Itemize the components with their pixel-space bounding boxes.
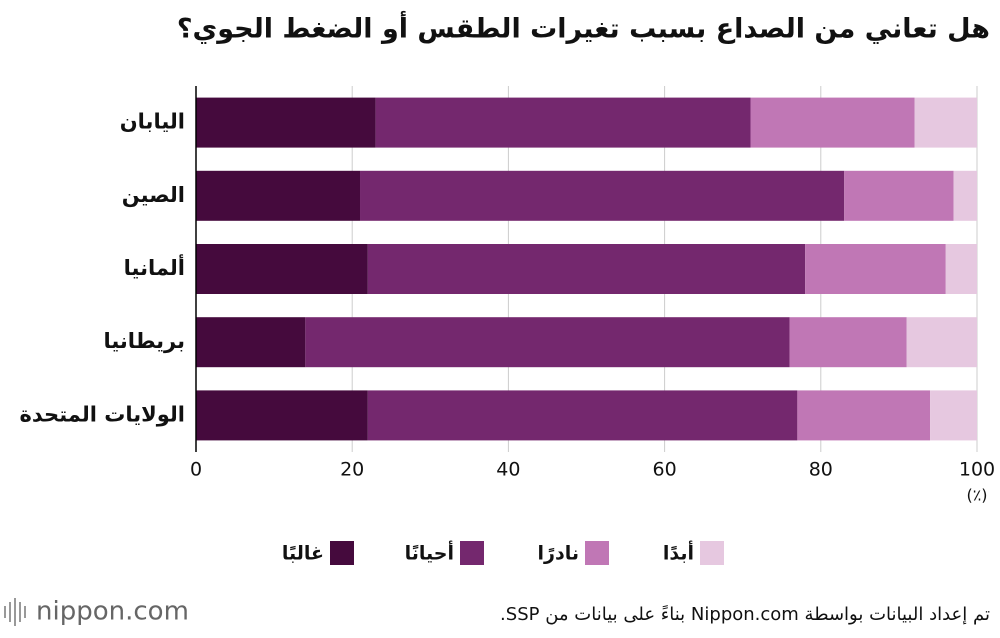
bar-segment bbox=[930, 390, 977, 441]
x-tick-label: 60 bbox=[653, 459, 677, 481]
x-tick-label: 100 bbox=[959, 459, 995, 481]
chart-title: هل تعاني من الصداع بسبب تغيرات الطقس أو … bbox=[177, 11, 990, 45]
bar-segment bbox=[375, 97, 751, 148]
bar-segment bbox=[906, 317, 977, 368]
logo-icon bbox=[4, 598, 26, 626]
source: تم إعداد البيانات بواسطة Nippon.com بناء… bbox=[500, 604, 990, 625]
bar-segment bbox=[805, 244, 946, 294]
legend-swatch bbox=[585, 541, 609, 565]
bar-segment bbox=[750, 97, 915, 148]
bar-segment bbox=[196, 170, 361, 221]
legend-label: غالبًا bbox=[282, 543, 324, 565]
legend-label: نادرًا bbox=[538, 543, 579, 565]
y-tick-label: اليابان bbox=[120, 110, 185, 134]
legend-swatch bbox=[330, 541, 354, 565]
bar-segment bbox=[789, 317, 907, 368]
x-unit: (٪) bbox=[966, 486, 987, 505]
y-tick-label: ألمانيا bbox=[124, 253, 185, 280]
bar-segment bbox=[797, 390, 931, 441]
x-tick-label: 0 bbox=[190, 459, 202, 481]
bar-segment bbox=[367, 244, 806, 294]
y-tick-label: الولايات المتحدة bbox=[20, 402, 185, 426]
bar-segment bbox=[360, 170, 845, 221]
y-tick-label: بريطانيا bbox=[103, 329, 185, 353]
x-tick-label: 40 bbox=[496, 459, 520, 481]
logo: nippon.com bbox=[36, 597, 189, 627]
bar-segment bbox=[945, 244, 977, 294]
legend-swatch bbox=[460, 541, 484, 565]
legend-label: أحيانًا bbox=[405, 541, 454, 565]
bar-segment bbox=[844, 170, 954, 221]
legend-label: أبدًا bbox=[663, 541, 694, 565]
bar-segment bbox=[196, 317, 306, 368]
bar-segment bbox=[305, 317, 790, 368]
bar-segment bbox=[953, 170, 977, 221]
x-tick-label: 80 bbox=[809, 459, 833, 481]
bar-segment bbox=[196, 244, 368, 294]
x-tick-label: 20 bbox=[340, 459, 364, 481]
bar-segment bbox=[196, 390, 368, 441]
y-tick-label: الصين bbox=[122, 183, 185, 207]
legend-swatch bbox=[700, 541, 724, 565]
bar-segment bbox=[367, 390, 798, 441]
bar-segment bbox=[196, 97, 376, 148]
bar-segment bbox=[914, 97, 977, 148]
